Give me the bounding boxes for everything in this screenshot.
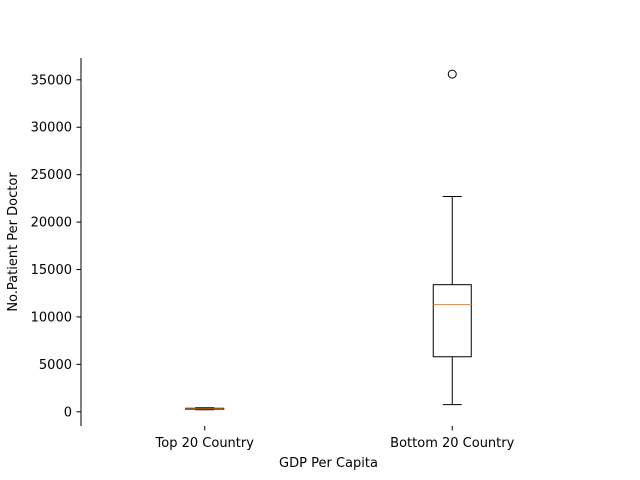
outlier-point (447, 69, 457, 79)
x-tick-label: Top 20 Country (155, 436, 255, 451)
box-group (432, 69, 472, 406)
y-tick-label: 35000 (31, 73, 72, 88)
y-tick-label: 25000 (31, 168, 72, 183)
iqr-box (432, 284, 472, 358)
y-tick-label: 0 (64, 405, 72, 420)
plot-area (185, 69, 472, 411)
y-tick-label: 10000 (31, 310, 72, 325)
x-axis-label: GDP Per Capita (279, 456, 378, 471)
y-axis-label: No.Patient Per Doctor (6, 172, 21, 312)
box-group (185, 407, 225, 411)
y-tick-label: 5000 (39, 358, 72, 373)
x-tick-label: Bottom 20 Country (390, 436, 514, 451)
y-tick-label: 20000 (31, 216, 72, 231)
axes: 0 5000 10000 15000 20000 25000 30000 35000 Top 2… (31, 58, 515, 451)
y-tick-label: 15000 (31, 263, 72, 278)
y-tick-label: 30000 (31, 121, 72, 136)
